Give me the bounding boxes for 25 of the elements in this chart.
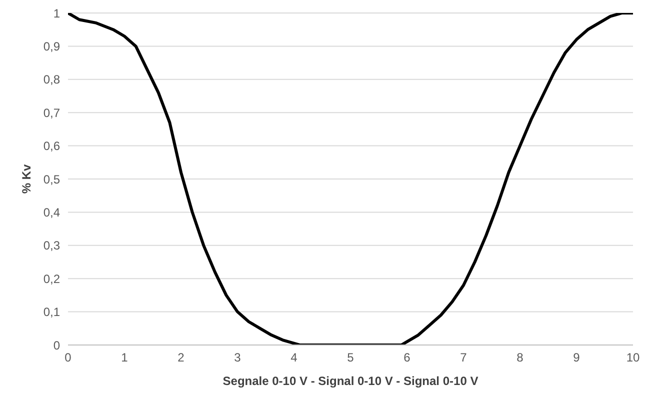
x-tick-label: 8 bbox=[516, 350, 524, 365]
x-tick-label: 3 bbox=[234, 350, 242, 365]
x-tick-label: 9 bbox=[573, 350, 580, 365]
y-tick-label: 0,4 bbox=[43, 205, 60, 220]
x-tick-label: 0 bbox=[64, 350, 72, 365]
y-tick-label: 0,8 bbox=[43, 72, 60, 87]
x-tick-label: 10 bbox=[626, 350, 640, 365]
x-tick-label: 5 bbox=[347, 350, 354, 365]
y-tick-label: 0,6 bbox=[43, 139, 60, 154]
x-tick-label: 6 bbox=[404, 350, 411, 365]
y-tick-label: 0,9 bbox=[43, 39, 60, 54]
y-axis-title: % Kv bbox=[19, 164, 34, 194]
line-series bbox=[68, 13, 633, 345]
y-tick-label: 0,3 bbox=[43, 238, 60, 253]
y-tick-label: 0,7 bbox=[43, 106, 60, 120]
x-tick-label: 2 bbox=[178, 350, 185, 365]
y-tick-label: 0,1 bbox=[43, 305, 60, 320]
y-tick-label: 0,2 bbox=[43, 272, 60, 286]
y-tick-label: 0,5 bbox=[43, 172, 60, 186]
x-tick-label: 7 bbox=[460, 350, 468, 365]
x-axis-title: Segnale 0-10 V - Signal 0-10 V - Signal 0-10 V bbox=[222, 374, 478, 388]
x-tick-label: 1 bbox=[121, 350, 128, 365]
y-tick-label: 0 bbox=[53, 338, 60, 352]
y-tick-label: 1 bbox=[53, 6, 60, 20]
x-tick-label: 4 bbox=[290, 350, 298, 365]
